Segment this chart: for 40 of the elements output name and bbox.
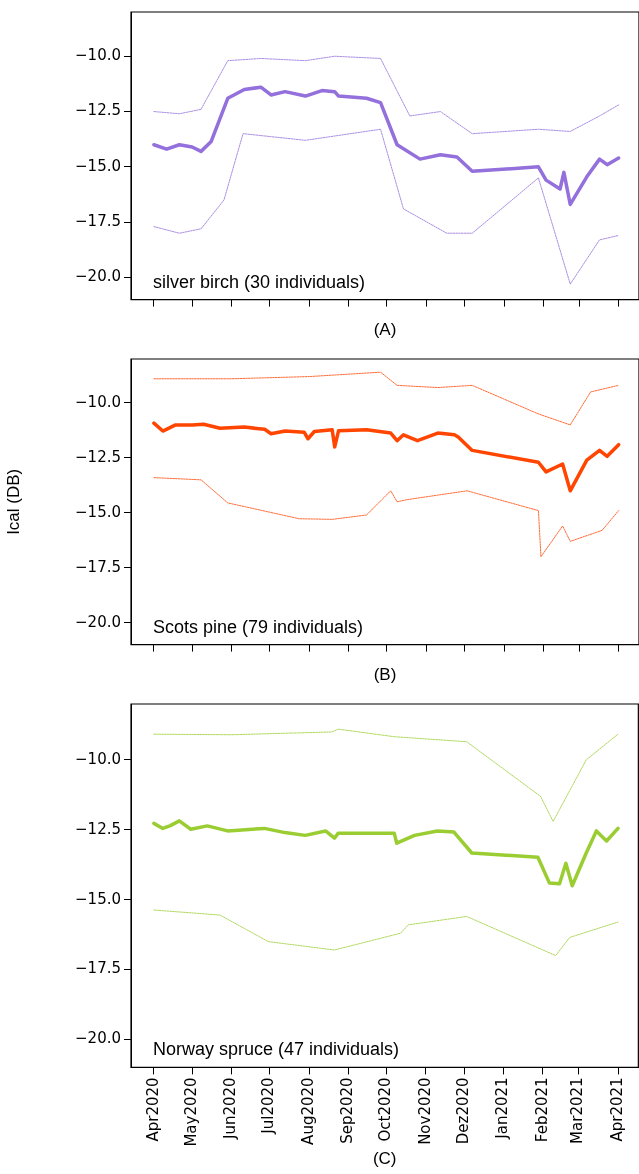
line-series xyxy=(153,909,619,956)
y-tick-label: −10.0 xyxy=(75,392,121,411)
y-tick-label: −20.0 xyxy=(75,267,121,286)
y-tick-label: −17.5 xyxy=(75,959,121,978)
line-series xyxy=(153,477,620,558)
y-axis-title: Ical (DB) xyxy=(3,468,23,535)
x-tick-label: Jan2021 xyxy=(493,1077,512,1140)
x-tick-label: Aug2020 xyxy=(298,1077,317,1145)
x-tick-label: Jul2020 xyxy=(259,1077,278,1135)
x-tick-label: Apr2020 xyxy=(143,1077,162,1142)
y-tick-label: −12.5 xyxy=(75,101,121,120)
x-tick-label: May2020 xyxy=(181,1077,200,1147)
y-tick-label: −17.5 xyxy=(75,212,121,231)
x-tick-label: Nov2020 xyxy=(415,1077,434,1145)
y-tick-label: −10.0 xyxy=(75,749,121,768)
annotation: silver birch (30 individuals) xyxy=(153,271,366,292)
annotation: Scots pine (79 individuals) xyxy=(153,616,364,637)
y-tick-label: −17.5 xyxy=(75,557,121,576)
y-tick-label: −10.0 xyxy=(75,46,121,65)
x-axis-title: (C) xyxy=(372,1149,397,1169)
x-tick-label: Mar2021 xyxy=(568,1077,587,1144)
y-tick-label: −12.5 xyxy=(75,819,121,838)
y-tick-label: −15.0 xyxy=(75,156,121,175)
x-axis-title: (B) xyxy=(373,665,397,685)
line-series xyxy=(153,55,620,135)
x-tick-label: Apr2021 xyxy=(607,1077,626,1142)
x-tick-label: Sep2020 xyxy=(338,1077,357,1144)
x-tick-label: Oct2020 xyxy=(376,1077,395,1142)
y-tick-label: −20.0 xyxy=(75,1029,121,1048)
x-tick-label: Dez2020 xyxy=(454,1077,473,1145)
y-tick-label: −20.0 xyxy=(75,612,121,631)
line-series xyxy=(153,728,619,822)
y-tick-label: −15.0 xyxy=(75,502,121,521)
x-tick-label: Jun2020 xyxy=(221,1077,240,1141)
x-axis-title: (A) xyxy=(373,320,397,340)
annotation: Norway spruce (47 individuals) xyxy=(153,1039,400,1060)
line-series xyxy=(153,371,620,426)
y-tick-label: −15.0 xyxy=(75,889,121,908)
y-tick-label: −12.5 xyxy=(75,447,121,466)
x-tick-label: Feb2021 xyxy=(532,1077,551,1143)
